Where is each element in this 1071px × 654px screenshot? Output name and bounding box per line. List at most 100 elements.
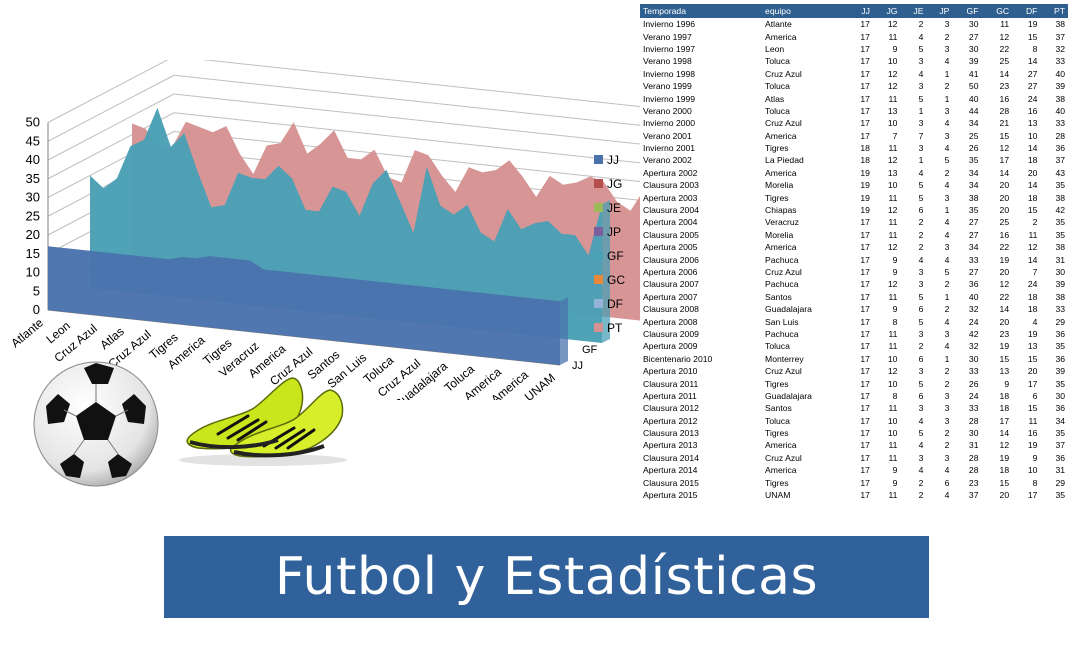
table-cell: 12 <box>887 19 898 30</box>
table-cell: 39 <box>1055 81 1065 92</box>
table-cell: 22 <box>999 291 1010 302</box>
table-cell: 4 <box>944 180 950 191</box>
table-cell: 42 <box>968 328 979 339</box>
column-header-equipo: equipo <box>762 4 848 18</box>
table-cell: 13 <box>1027 118 1038 129</box>
table-cell: 22 <box>999 242 1010 253</box>
table-cell: 4 <box>944 56 950 67</box>
table-cell: Clausura 2008 <box>643 304 699 315</box>
table-row: Apertura 2004 Veracruz 17 11 2 4 27 25 2 35 <box>640 216 1068 228</box>
column-header-je: JE <box>900 4 927 18</box>
table-row: Verano 1997 America 17 11 4 2 27 12 15 37 <box>640 30 1068 42</box>
table-cell: Apertura 2008 <box>643 316 698 327</box>
table-cell: 8 <box>892 390 898 401</box>
table-row: Clausura 2012 Santos 17 11 3 3 33 18 15 36 <box>640 402 1068 414</box>
table-cell: Verano 2000 <box>643 105 692 116</box>
table-cell: 38 <box>1055 93 1065 104</box>
legend: JJ JG JE JP GF GC DF PT <box>594 153 625 335</box>
table-cell: 10 <box>887 415 898 426</box>
table-cell: 28 <box>968 465 979 476</box>
table-cell: Invierno 1998 <box>643 68 696 79</box>
table-cell: UNAM <box>765 490 791 501</box>
table-cell: 19 <box>999 452 1010 463</box>
table-cell: 15 <box>1027 205 1038 216</box>
table-row: Clausura 2004 Chiapas 19 12 6 1 35 20 15 42 <box>640 204 1068 216</box>
table-row: Verano 2001 America 17 7 7 3 25 15 10 28 <box>640 130 1068 142</box>
table-cell: Guadalajara <box>765 390 812 401</box>
table-cell: Veracruz <box>765 217 799 228</box>
legend-swatch <box>594 227 603 236</box>
y-tick-label: 30 <box>26 190 40 205</box>
table-cell: 9 <box>892 465 898 476</box>
table-cell: Clausura 2009 <box>643 328 699 339</box>
table-cell: 5 <box>944 267 950 277</box>
table-cell: 39 <box>1055 279 1065 290</box>
table-cell: 9 <box>892 477 898 488</box>
table-cell: 11 <box>888 490 898 501</box>
table-cell: 3 <box>944 242 950 253</box>
table-cell: 8 <box>892 316 898 327</box>
table-cell: 36 <box>1055 328 1065 339</box>
table-cell: 39 <box>968 56 979 67</box>
table-cell: 1 <box>918 105 924 116</box>
table-row: Invierno 1997 Leon 17 9 5 3 30 22 8 32 <box>640 43 1068 55</box>
table-cell: 1 <box>944 205 950 216</box>
table-cell: 17 <box>860 105 870 116</box>
table-cell: 2 <box>944 81 950 92</box>
table-cell: 28 <box>999 105 1010 116</box>
table-cell: 11 <box>888 31 898 42</box>
legend-label: DF <box>607 297 623 311</box>
table-cell: 4 <box>918 254 924 265</box>
table-cell: 14 <box>1027 254 1038 265</box>
table-cell: Apertura 2009 <box>643 341 698 352</box>
table-cell: 42 <box>1055 205 1065 216</box>
table-cell: 34 <box>968 242 979 253</box>
stats-table-container: Temporada equipo JJ JG JE JP GF GC DF PT Invierno… <box>640 4 1068 501</box>
table-cell: 17 <box>860 118 870 129</box>
table-cell: 38 <box>1055 242 1065 253</box>
table-cell: 17 <box>860 353 870 364</box>
table-cell: America <box>765 440 797 451</box>
table-cell: Pachuca <box>765 328 799 339</box>
table-row: Apertura 2005 America 17 12 2 3 34 22 12 38 <box>640 241 1068 253</box>
table-cell: 33 <box>1055 304 1065 315</box>
table-cell: 14 <box>1027 143 1038 154</box>
gridline <box>173 112 687 169</box>
table-cell: 35 <box>1055 217 1065 228</box>
table-row: Apertura 2012 Toluca 17 10 4 3 28 17 11 34 <box>640 415 1068 427</box>
table-row: Apertura 2009 Toluca 17 11 2 4 32 19 13 35 <box>640 340 1068 352</box>
table-cell: 18 <box>1027 155 1038 166</box>
table-cell: 5 <box>918 291 924 302</box>
table-cell: 10 <box>887 118 898 129</box>
table-cell: 30 <box>968 43 979 54</box>
table-cell: 9 <box>892 304 898 315</box>
table-cell: 4 <box>918 31 924 42</box>
table-cell: 17 <box>860 56 870 67</box>
table-cell: 18 <box>860 155 870 166</box>
table-cell: 11 <box>1028 229 1038 240</box>
table-cell: Verano 2002 <box>643 155 692 166</box>
table-cell: 3 <box>918 56 924 67</box>
table-cell: 11 <box>888 328 898 339</box>
table-cell: 15 <box>999 353 1010 364</box>
table-cell: 3 <box>944 390 950 401</box>
table-cell: 3 <box>918 81 924 92</box>
table-cell: 27 <box>1027 81 1038 92</box>
table-cell: 12 <box>999 143 1010 154</box>
table-cell: 7 <box>918 130 924 141</box>
table-cell: America <box>765 31 797 42</box>
table-cell: 35 <box>1055 378 1065 389</box>
table-row: Apertura 2003 Tigres 19 11 5 3 38 20 18 38 <box>640 191 1068 203</box>
table-cell: Apertura 2007 <box>643 291 698 302</box>
table-cell: 12 <box>887 155 898 166</box>
table-cell: 17 <box>860 490 870 501</box>
table-cell: 33 <box>1055 118 1065 129</box>
table-cell: 8 <box>1032 477 1038 488</box>
table-cell: America <box>765 130 797 141</box>
table-cell: 17 <box>860 267 870 277</box>
table-cell: Cruz Azul <box>765 366 802 377</box>
table-cell: 4 <box>944 143 950 154</box>
table-cell: 38 <box>1055 19 1065 30</box>
table-cell: 2 <box>944 428 950 439</box>
